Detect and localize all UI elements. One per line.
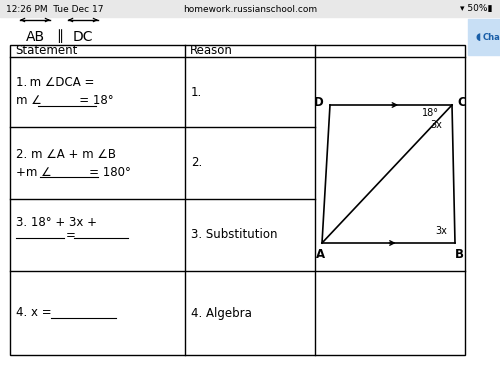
Text: C: C [457, 96, 466, 109]
Text: 3x: 3x [430, 120, 442, 130]
Text: 4. Algebra: 4. Algebra [191, 306, 252, 320]
Text: ▾ 50%▮: ▾ 50%▮ [460, 4, 492, 13]
Bar [10, 45, 465, 355]
Text: =: = [66, 230, 76, 243]
Text: 2.: 2. [191, 156, 202, 170]
Text: 18°: 18° [422, 108, 438, 118]
Text: 2. m ∠A + m ∠B: 2. m ∠A + m ∠B [16, 147, 116, 160]
Text: 4. x =: 4. x = [16, 306, 52, 320]
Text: ∥: ∥ [56, 29, 64, 43]
Text: Reason: Reason [190, 45, 233, 57]
Text: DC: DC [73, 30, 93, 44]
Text: B: B [454, 248, 464, 261]
Bar [0, 0, 500, 17]
Text: Statement: Statement [15, 45, 78, 57]
Text: D: D [314, 96, 324, 109]
Text: 3x: 3x [435, 226, 447, 236]
Text: +m ∠          = 180°: +m ∠ = 180° [16, 165, 131, 178]
Text: Cha: Cha [483, 33, 500, 42]
Text: homework.russianschool.com: homework.russianschool.com [183, 4, 317, 13]
Text: A: A [316, 248, 324, 261]
Text: AB: AB [26, 30, 44, 44]
Text: ◖: ◖ [475, 32, 480, 42]
Text: 3. 18° + 3x +: 3. 18° + 3x + [16, 216, 97, 229]
Text: m ∠          = 18°: m ∠ = 18° [16, 94, 114, 108]
Text: 12:26 PM  Tue Dec 17: 12:26 PM Tue Dec 17 [6, 4, 103, 13]
Bar [468, 19, 500, 55]
Text: 1. m ∠DCA =: 1. m ∠DCA = [16, 76, 94, 90]
Text: 1.: 1. [191, 86, 202, 99]
Text: 3. Substitution: 3. Substitution [191, 228, 278, 242]
